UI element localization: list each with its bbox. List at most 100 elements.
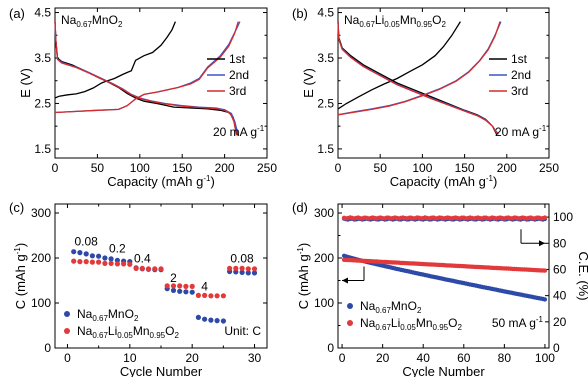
panel-label: (b) bbox=[292, 6, 308, 21]
data-point-li-doped bbox=[202, 292, 208, 298]
x-tick-label: 250 bbox=[257, 161, 277, 175]
x-axis-label-text: Capacity (mAh g bbox=[390, 174, 486, 189]
y-tick-label: 300 bbox=[314, 206, 334, 220]
data-point-mno2 bbox=[189, 289, 195, 295]
legend-marker bbox=[347, 303, 353, 309]
y-tick-label: 2.5 bbox=[317, 96, 334, 110]
formula-element: O bbox=[448, 316, 457, 330]
data-point-mno2 bbox=[71, 249, 77, 255]
rate-label: 0.08 bbox=[230, 252, 254, 266]
x-tick-label: 250 bbox=[539, 161, 559, 175]
y-axis-label-superscript: -1 bbox=[13, 247, 22, 255]
data-point-li-doped bbox=[208, 293, 214, 299]
formula-element: MnO bbox=[108, 307, 134, 321]
right-y-tick-label: 100 bbox=[553, 210, 573, 224]
x-tick-label: 0 bbox=[64, 351, 71, 365]
right-y-tick-label: 0 bbox=[553, 341, 560, 355]
formula-subscript: 0.95 bbox=[150, 331, 166, 340]
formula-subscript: 0.95 bbox=[417, 20, 433, 29]
legend-marker bbox=[64, 311, 70, 317]
y-tick-label: 3.5 bbox=[34, 51, 51, 65]
formula-subscript: 0.67 bbox=[375, 323, 391, 332]
data-point-li-doped bbox=[183, 283, 189, 289]
formula-subscript: 0.05 bbox=[384, 20, 400, 29]
formula-element: 2 bbox=[118, 20, 123, 29]
panel-d: 0 20 40 60 80 1000100200300020406080100Cycle … bbox=[292, 200, 588, 377]
formula-element: 2 bbox=[417, 306, 422, 315]
legend-label: 2nd bbox=[229, 68, 249, 82]
y-axis-label-text: E (V) bbox=[301, 68, 316, 98]
data-point-li-doped bbox=[121, 261, 127, 267]
data-point-li-doped bbox=[152, 266, 158, 272]
right-y-axis-label-text: C.E. (%) bbox=[576, 251, 588, 300]
formula-element: 2 bbox=[174, 331, 179, 340]
plot-frame bbox=[337, 203, 550, 349]
current-density-text: 50 mA g bbox=[492, 316, 536, 330]
right-y-axis-label: C.E. (%) bbox=[576, 251, 588, 300]
data-point-mno2 bbox=[220, 318, 226, 324]
legend-marker bbox=[347, 320, 353, 326]
capacity-point-mno2 bbox=[542, 297, 548, 302]
x-tick-label: 0 bbox=[335, 161, 342, 175]
formula-subscript: 0.67 bbox=[375, 306, 391, 315]
x-tick-label: 150 bbox=[455, 161, 475, 175]
x-tick-label: 0 bbox=[52, 161, 59, 175]
formula-element: Li bbox=[108, 324, 117, 338]
y-tick-label: 1.5 bbox=[34, 142, 51, 156]
x-tick-label: 20 bbox=[376, 351, 390, 365]
formula-main: Na bbox=[77, 324, 93, 338]
x-tick-label: 80 bbox=[498, 351, 512, 365]
series-1st-discharge-curve bbox=[54, 21, 238, 136]
y-tick-label: 4.5 bbox=[34, 6, 51, 20]
legend-label: Na0.67MnO2 bbox=[77, 307, 139, 323]
legend-label: 1st bbox=[229, 52, 246, 66]
rate-label: 0.08 bbox=[74, 234, 98, 248]
data-point-mno2 bbox=[96, 253, 102, 259]
series-1st-charge-curve bbox=[54, 21, 177, 99]
data-point-li-doped bbox=[114, 261, 120, 267]
series-2nd-charge-curve bbox=[337, 21, 502, 116]
x-axis-label: Capacity (mAh g-1) bbox=[107, 174, 215, 189]
y-tick-label: 3.5 bbox=[317, 51, 334, 65]
plot-frame bbox=[337, 7, 550, 159]
formula-main: Na bbox=[61, 13, 77, 27]
y-axis-label: C (mAh g-1) bbox=[296, 243, 311, 309]
y-axis-label-text: C (mAh g bbox=[13, 254, 28, 309]
data-point-mno2 bbox=[239, 269, 245, 275]
y-axis-label-text: C (mAh g bbox=[296, 254, 311, 309]
data-point-mno2 bbox=[208, 317, 214, 323]
data-point-mno2 bbox=[183, 289, 189, 295]
data-point-li-doped bbox=[245, 266, 251, 272]
data-point-li-doped bbox=[227, 265, 233, 271]
right-y-tick-label: 80 bbox=[553, 236, 567, 250]
data-point-mno2 bbox=[102, 255, 108, 261]
x-axis-label: Cycle Number bbox=[402, 364, 485, 377]
formula-main: Na bbox=[360, 299, 376, 313]
data-point-mno2 bbox=[170, 287, 177, 293]
data-point-mno2 bbox=[108, 256, 114, 262]
x-tick-label: 200 bbox=[497, 161, 517, 175]
x-tick-label: 150 bbox=[172, 161, 192, 175]
x-axis-label-superscript: -1 bbox=[486, 174, 494, 183]
right-arrow-head bbox=[539, 240, 545, 247]
series-2nd-charge-curve bbox=[54, 21, 241, 114]
legend-label: Na0.67MnO2 bbox=[360, 299, 422, 315]
formula-element: 2 bbox=[134, 314, 139, 323]
formula-subscript: 0.67 bbox=[359, 20, 375, 29]
data-point-mno2 bbox=[245, 270, 251, 276]
capacity-point-li-doped bbox=[542, 268, 548, 273]
data-point-mno2 bbox=[195, 314, 201, 320]
data-point-li-doped bbox=[133, 265, 139, 271]
x-axis-label: Capacity (mAh g-1) bbox=[390, 174, 498, 189]
panel-b: 0 50 100 150 200 250 1.5 2.5 3.5 4.5 Capacity (mAh… bbox=[292, 6, 559, 189]
legend-label: 1st bbox=[511, 52, 528, 66]
current-density-text: 20 mA g bbox=[495, 125, 539, 139]
formula-subscript: 0.67 bbox=[76, 20, 92, 29]
formula-element: 2 bbox=[441, 20, 446, 29]
plot-frame bbox=[54, 7, 268, 159]
x-tick-label: 100 bbox=[535, 351, 555, 365]
formula-element: Mn bbox=[400, 13, 417, 27]
data-point-li-doped bbox=[239, 265, 245, 271]
legend-label: 3rd bbox=[229, 84, 246, 98]
